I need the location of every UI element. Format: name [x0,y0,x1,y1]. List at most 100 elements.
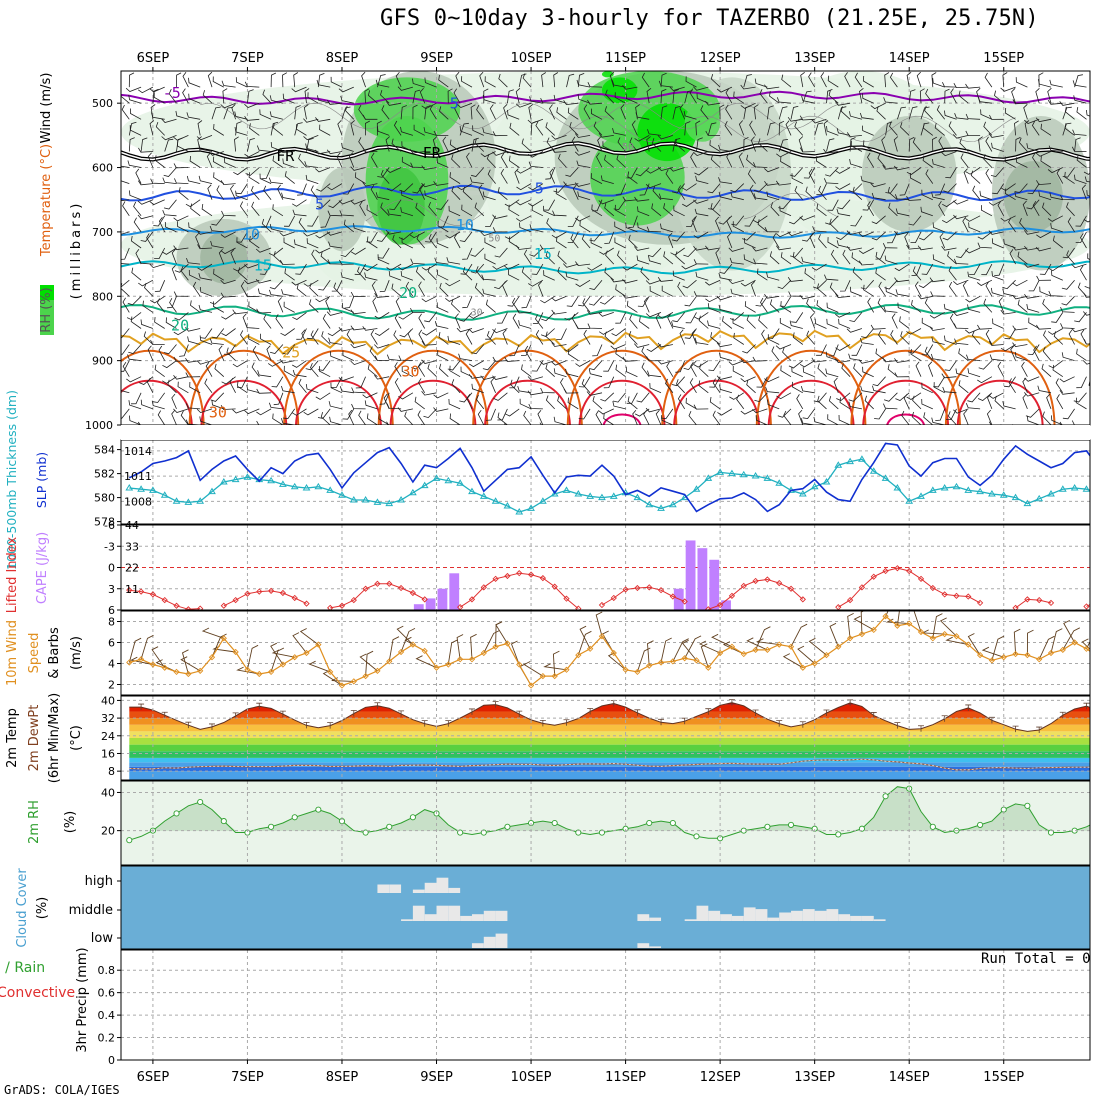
wind-barb [269,279,284,290]
wind-barb [374,344,390,349]
wind-barb [220,247,236,255]
date-label-bottom-5: 11SEP [605,1070,646,1085]
wind-barb [377,247,390,259]
lifted-index-point [681,598,688,605]
wind-barb [1071,420,1087,425]
wind-barb [152,392,166,403]
wind-barb [640,266,650,281]
wind-barb [186,257,201,265]
wind-barb [906,195,922,201]
wind-barb [1004,328,1016,340]
wind-barb [746,379,756,394]
wind-barb [652,185,662,200]
wind-barb [850,215,863,227]
wind-barb [833,377,839,393]
wind-barb [438,332,449,345]
cloud-bar-high [424,882,437,893]
wind-barb [799,360,815,368]
wind-barb [272,204,284,217]
cloud-bar-middle [767,917,780,921]
wind-barb [841,363,851,377]
wind-barb [438,74,449,88]
wind-barb [710,73,721,88]
wind-barb [693,404,709,410]
thickness-point [302,484,311,491]
wind10m-speed-point [965,641,972,648]
wind-barb [1024,294,1040,299]
wind-barb [424,190,437,201]
wind-barb [436,302,449,313]
wind-barb [565,167,579,177]
wind-barb [836,231,851,240]
wind-barb [350,291,366,297]
temp-band [129,731,1090,738]
wind-barb [315,231,331,239]
lifted-index-point [705,606,712,610]
ytick-label-p500: 500 [92,97,113,110]
wind-barb [801,256,815,265]
wind-barb [1018,137,1028,152]
slp-panel-plot [125,442,1090,515]
ylabel-rh: RH (%) [39,287,54,332]
wind-barb [298,217,307,233]
lifted-index-point [244,590,251,597]
wind-barb [610,277,626,283]
wind-barb [878,281,886,297]
wind-barb [458,353,473,361]
wind-barb [943,303,957,313]
wind-barb [186,112,201,120]
wind-barb [914,281,922,297]
wind-barb [423,127,437,136]
wind-barb [398,392,414,400]
wind-barb [146,233,154,249]
ylabel-cape: CAPE (J/kg) [35,532,50,604]
lifted-index-ytick-label: 3 [108,583,115,596]
wind10m-speed-point [267,668,275,676]
wind10m-speed-point [988,657,996,664]
wind-barb [261,218,272,233]
wind-barb [177,381,189,394]
ylabel-rh2m: 2m RH [27,800,42,844]
wind-barb [767,334,780,345]
rh-contour-0 [200,102,839,130]
thickness-point [1058,485,1067,492]
wind-barb [252,345,260,361]
wind-barb [508,204,520,217]
ytick-label-p700: 700 [92,226,113,239]
wind-barb [1036,231,1052,239]
wind-barb [693,151,709,157]
wind-barb [967,271,981,281]
wind-barb [1039,286,1052,297]
wind10m-barb [299,628,319,645]
temp-minmax-marker [138,703,145,711]
wind-barb [808,72,816,88]
cloud-bar-middle [424,914,437,921]
wind-barb [823,148,839,154]
wind-barb [493,392,508,401]
wind-barb [1035,151,1052,157]
wind-barb [1003,376,1016,388]
wind-barb [471,344,485,355]
wind-barb [270,121,279,136]
wind-barb [1022,200,1028,216]
wind-barb [410,308,425,314]
wind-barb [717,408,733,416]
cloud-bar-middle [850,915,862,921]
wind-barb [929,277,945,283]
wind-barb [1075,215,1087,227]
wind-barb [839,397,851,410]
wind-barb [1094,72,1099,87]
wind-barb [502,329,508,345]
wind-barb [121,104,130,120]
wind-barb [401,156,414,168]
wind-barb [1038,191,1052,201]
wind-barb [137,86,154,94]
wind-barb [1086,109,1090,117]
wind-barb [240,330,248,345]
wind-barb [516,167,532,174]
thickness-point [290,482,299,490]
wind-barb [690,152,697,168]
wind-barb [393,330,402,345]
isotherm-30-day1 [188,349,300,425]
wind-barb [1076,348,1087,361]
